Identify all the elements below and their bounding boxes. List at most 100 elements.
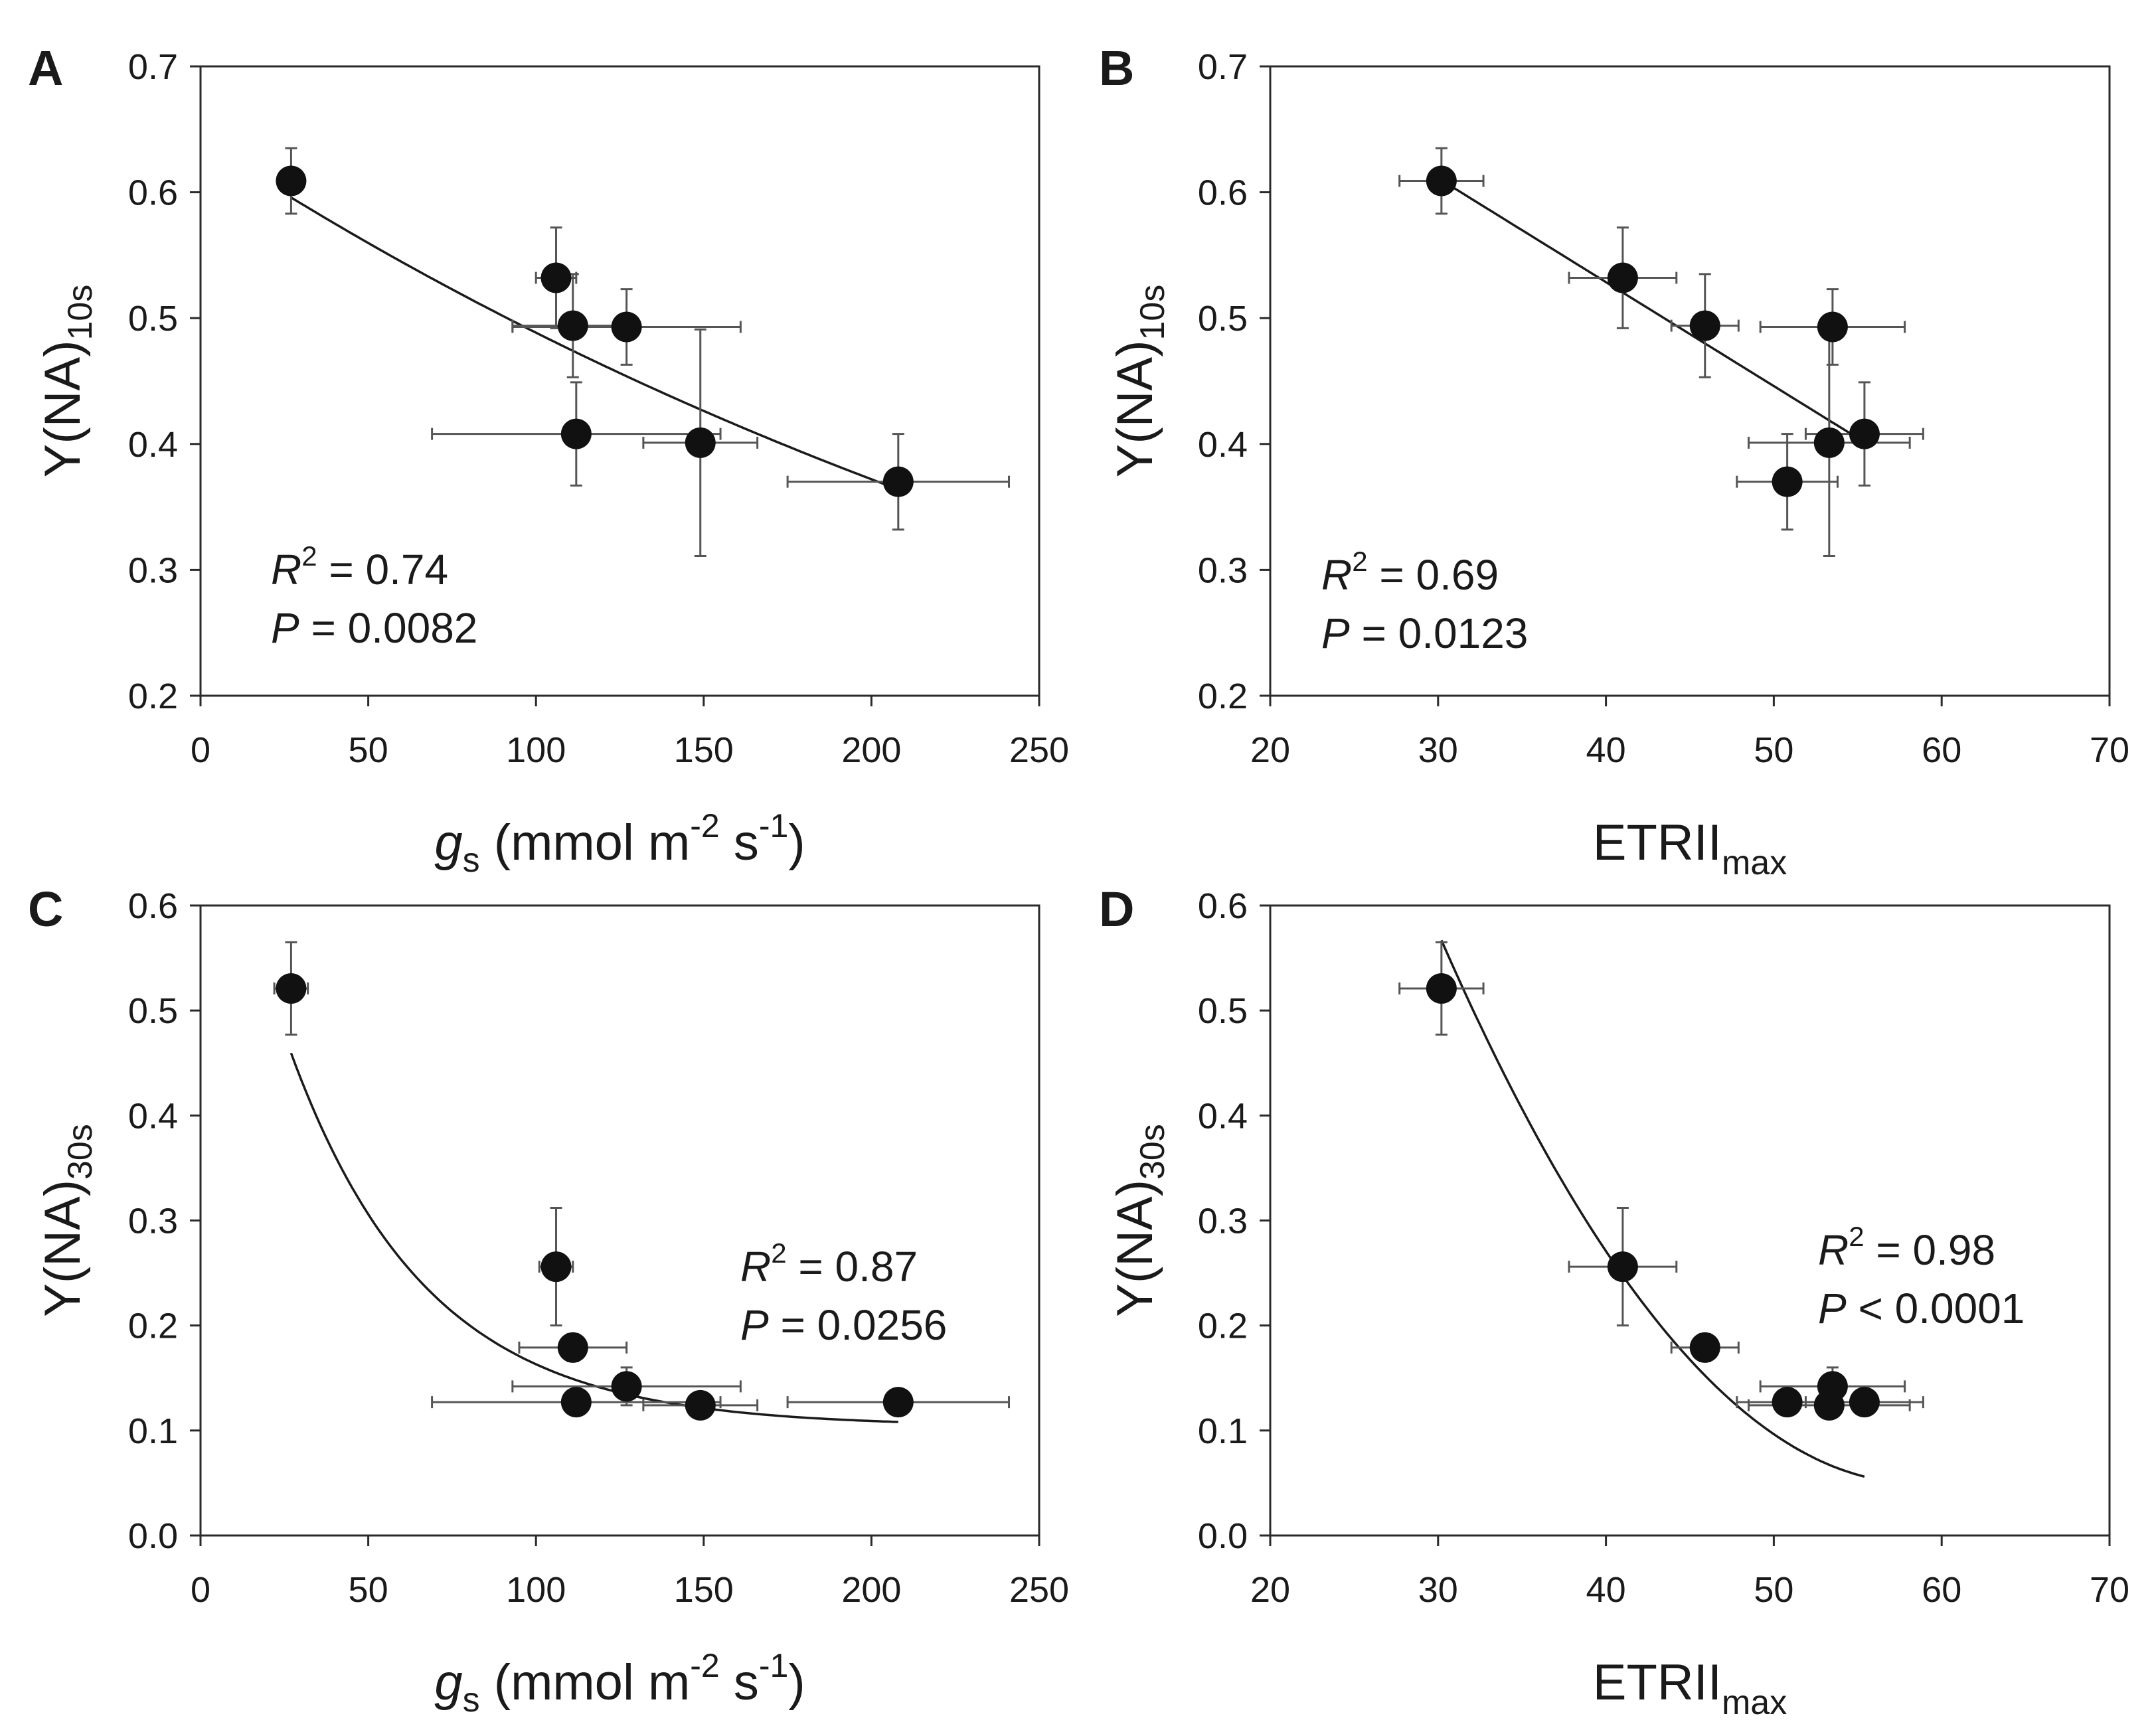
x-tick-label: 0 <box>191 730 210 770</box>
data-point <box>685 427 716 458</box>
x-tick-label: 250 <box>1009 730 1069 770</box>
panel-label: D <box>1099 882 1134 937</box>
x-axis-title-sub: s <box>463 1681 480 1719</box>
p-value-label: P = 0.0256 <box>740 1301 947 1349</box>
y-tick-label: 0.6 <box>1198 886 1248 926</box>
data-point <box>1689 310 1720 341</box>
regression-line <box>1440 179 1865 443</box>
data-point <box>1813 1389 1845 1421</box>
data-point <box>557 1332 588 1363</box>
data-point <box>685 1389 716 1421</box>
data-point <box>560 1387 592 1418</box>
data-point <box>1607 1251 1638 1283</box>
data-point <box>1426 973 1457 1004</box>
r-squared-label: R2 = 0.69 <box>1321 546 1499 599</box>
x-axis-title-sup: -2 <box>690 1647 719 1684</box>
x-tick-label: 40 <box>1586 1570 1626 1610</box>
x-axis-title-unit: s <box>720 815 759 871</box>
x-tick-label: 50 <box>349 730 388 770</box>
x-tick-label: 100 <box>506 1570 566 1610</box>
plot-frame <box>1269 65 2111 697</box>
data-point <box>540 1251 572 1283</box>
y-tick-label: 0.3 <box>128 550 178 590</box>
x-axis-title-sup: -1 <box>759 807 788 844</box>
p-value-label: P = 0.0123 <box>1321 609 1528 657</box>
data-point <box>1607 262 1638 293</box>
y-tick-label: 0.4 <box>1198 425 1248 465</box>
x-tick-label: 20 <box>1250 730 1290 770</box>
y-axis-title: Y(NA)10s <box>1107 285 1172 478</box>
y-tick-label: 0.4 <box>128 425 178 465</box>
x-axis-title: gs (mmol m-2 s-1) <box>434 1647 805 1719</box>
x-tick-label: 60 <box>1922 1570 1961 1610</box>
x-axis-title-unit: (mmol m <box>480 815 691 871</box>
x-tick-label: 50 <box>1754 730 1793 770</box>
x-axis-title-sub: s <box>463 841 480 880</box>
x-axis-title-main: ETRII <box>1593 815 1722 871</box>
y-tick-label: 0.6 <box>128 173 178 213</box>
x-axis-title-unit: ) <box>788 815 805 871</box>
x-tick-label: 150 <box>674 1570 734 1610</box>
y-tick-label: 0.2 <box>1198 676 1248 716</box>
x-axis-title: gs (mmol m-2 s-1) <box>434 807 805 880</box>
x-tick-label: 100 <box>506 730 566 770</box>
x-axis-title-sup: -1 <box>759 1647 788 1684</box>
x-tick-label: 0 <box>191 1570 210 1610</box>
y-tick-label: 0.5 <box>1198 299 1248 339</box>
y-axis-title-main: Y(NA) <box>35 1180 91 1317</box>
y-tick-label: 0.0 <box>1198 1516 1248 1556</box>
y-tick-label: 0.3 <box>1198 1202 1248 1241</box>
data-point <box>1849 418 1880 449</box>
data-point <box>560 418 592 449</box>
x-axis-title-main: g <box>434 1654 462 1711</box>
plot-frame <box>199 904 1040 1537</box>
panel-d: 20 30 40 50 60 70 0.0 0.1 0.2 0.3 0.4 0.5 0.6 D Y(NA)3… <box>1099 882 2129 1722</box>
data-point <box>276 973 307 1004</box>
x-tick-label: 50 <box>1754 1570 1793 1610</box>
panel-c: 0 50 100 150 200 250 0.0 0.1 0.2 0.3 0.4 0.5 0.6 C Y(N… <box>28 882 1069 1719</box>
data-point <box>540 262 572 293</box>
x-axis-title-unit: ) <box>788 1654 805 1711</box>
x-axis-title: ETRIImax <box>1593 1654 1787 1722</box>
x-axis-title-unit: (mmol m <box>480 1654 691 1711</box>
x-axis-title-sup: -2 <box>690 807 719 844</box>
y-axis-title-sub: 30s <box>1133 1124 1172 1180</box>
r-squared-label: R2 = 0.98 <box>1818 1221 1995 1274</box>
y-tick-label: 0.2 <box>128 1306 178 1346</box>
regression-line <box>1440 939 1865 1478</box>
y-axis-title-sub: 30s <box>61 1124 100 1180</box>
x-tick-label: 70 <box>2090 1570 2129 1610</box>
panel-a: 0 50 100 150 200 250 0.2 0.3 0.4 0.5 0.6 0.7 A Y(NA)1… <box>28 40 1069 880</box>
data-point <box>1849 1387 1880 1418</box>
x-tick-label: 250 <box>1009 1570 1069 1610</box>
data-point <box>1813 427 1845 458</box>
y-tick-label: 0.5 <box>128 991 178 1031</box>
y-axis-title-main: Y(NA) <box>1107 1180 1163 1317</box>
data-point <box>882 466 914 497</box>
x-tick-label: 20 <box>1250 1570 1290 1610</box>
data-point <box>611 311 642 343</box>
y-axis-title-main: Y(NA) <box>1107 340 1163 477</box>
y-tick-label: 0.5 <box>1198 991 1248 1031</box>
panel-b: 20 30 40 50 60 70 0.2 0.3 0.4 0.5 0.6 0.7 B Y(NA)10s E… <box>1099 40 2129 882</box>
y-axis-title-main: Y(NA) <box>35 340 91 477</box>
y-tick-label: 0.2 <box>128 676 178 716</box>
data-point <box>276 165 307 197</box>
x-axis-title-sub: max <box>1722 844 1787 882</box>
x-tick-label: 50 <box>349 1570 388 1610</box>
y-tick-label: 0.4 <box>128 1096 178 1136</box>
panel-label: A <box>28 40 63 96</box>
data-point <box>1689 1332 1720 1363</box>
y-tick-label: 0.5 <box>128 299 178 339</box>
y-axis-title: Y(NA)10s <box>35 285 100 478</box>
regression-line <box>290 1052 898 1423</box>
y-axis-title: Y(NA)30s <box>1107 1124 1172 1317</box>
data-point <box>1772 1387 1803 1418</box>
p-value-label: P < 0.0001 <box>1818 1285 2025 1332</box>
regression-line <box>290 197 899 491</box>
data-point <box>557 310 588 341</box>
panel-label: C <box>28 882 63 937</box>
data-point <box>1772 466 1803 497</box>
x-tick-label: 30 <box>1418 1570 1458 1610</box>
